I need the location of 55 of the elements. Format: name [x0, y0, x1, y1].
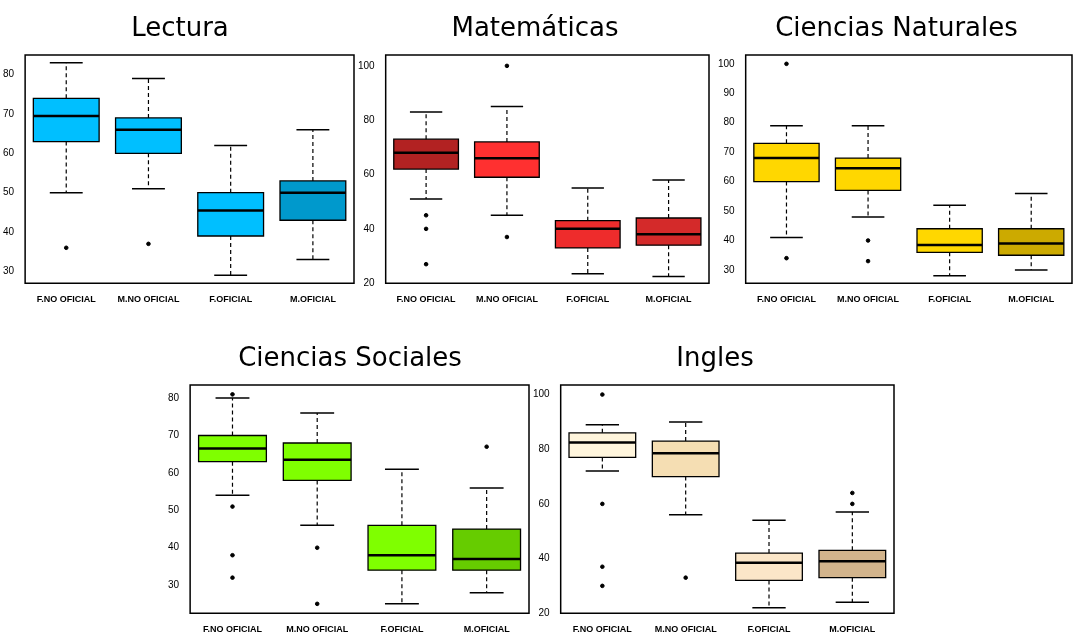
y-tick-label: 70	[3, 107, 15, 119]
y-tick-label: 60	[363, 168, 376, 180]
y-tick-label: 70	[723, 145, 736, 157]
x-tick-label: F.OFICIAL	[566, 294, 610, 305]
y-tick-label: 60	[3, 147, 15, 159]
x-tick-label: F.OFICIAL	[380, 624, 424, 635]
y-tick-label: 70	[168, 429, 180, 441]
x-tick-label: M.NO OFICIAL	[654, 624, 718, 635]
x-tick-label: M.NO OFICIAL	[117, 294, 180, 305]
x-tick-label: F.NO OFICIAL	[756, 294, 817, 305]
x-tick-label: F.OFICIAL	[209, 294, 253, 305]
x-tick-label: M.OFICIAL	[463, 624, 511, 635]
y-tick-label: 60	[723, 175, 736, 187]
y-tick-label: 80	[538, 442, 551, 454]
chart-title: Lectura	[130, 11, 230, 44]
y-tick-label: 100	[533, 388, 551, 400]
y-tick-label: 50	[723, 204, 736, 216]
y-tick-label: 80	[723, 116, 736, 128]
y-tick-label: 100	[718, 57, 736, 69]
y-tick-label: 90	[723, 87, 736, 99]
x-tick-label: F.NO OFICIAL	[36, 294, 97, 305]
y-tick-label: 60	[168, 466, 180, 478]
x-tick-label: M.NO OFICIAL	[286, 624, 349, 635]
y-tick-label: 80	[363, 113, 376, 125]
y-tick-label: 40	[723, 234, 736, 246]
x-tick-label: M.OFICIAL	[645, 294, 693, 305]
x-tick-label: F.OFICIAL	[747, 624, 792, 635]
y-tick-label: 30	[168, 578, 180, 590]
y-tick-label: 30	[723, 263, 736, 275]
x-tick-label: F.NO OFICIAL	[572, 624, 633, 635]
chart-title: Ciencias Naturales	[774, 11, 1019, 44]
y-tick-label: 20	[363, 276, 376, 288]
x-tick-label: M.NO OFICIAL	[475, 294, 539, 305]
x-tick-label: M.OFICIAL	[1008, 294, 1055, 305]
y-tick-label: 100	[358, 59, 376, 71]
x-tick-label: F.NO OFICIAL	[202, 624, 263, 635]
y-tick-label: 30	[3, 265, 15, 277]
chart-title: Matemáticas	[450, 11, 620, 44]
x-tick-label: M.OFICIAL	[289, 294, 337, 305]
y-tick-label: 40	[3, 225, 15, 237]
y-tick-label: 80	[3, 68, 15, 80]
y-tick-label: 40	[168, 541, 180, 553]
chart-title: Ingles	[675, 341, 755, 374]
y-tick-label: 20	[538, 606, 551, 618]
y-tick-label: 50	[3, 186, 15, 198]
x-tick-label: M.OFICIAL	[829, 624, 876, 635]
y-tick-label: 40	[363, 222, 376, 234]
x-tick-label: F.NO OFICIAL	[396, 294, 457, 305]
chart-title: Ciencias Sociales	[237, 341, 463, 374]
y-tick-label: 40	[538, 552, 551, 564]
y-tick-label: 80	[168, 391, 180, 403]
x-tick-label: M.NO OFICIAL	[837, 294, 900, 305]
x-tick-label: F.OFICIAL	[928, 294, 972, 305]
y-tick-label: 50	[168, 504, 180, 516]
y-tick-label: 60	[538, 497, 551, 509]
